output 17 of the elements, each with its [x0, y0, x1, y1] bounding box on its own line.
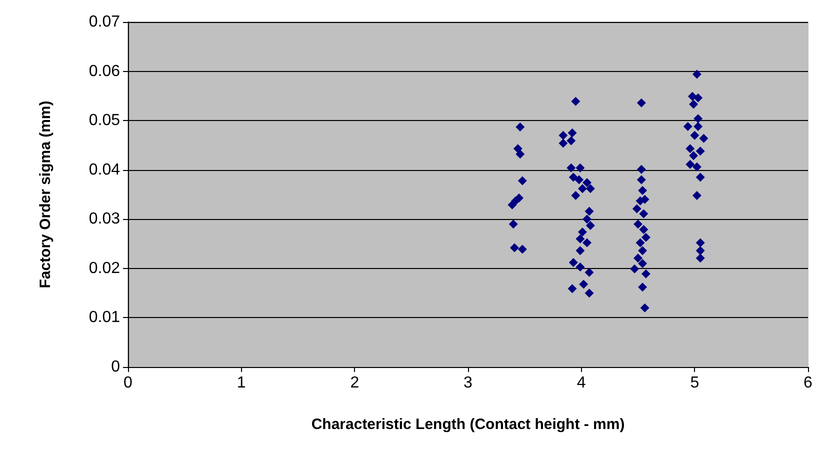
y-tick-label: 0.02	[88, 260, 120, 277]
y-tick-label: 0.04	[88, 161, 120, 178]
x-axis-title: Characteristic Length (Contact height - mm)	[311, 416, 625, 433]
x-tick-label: 6	[804, 374, 813, 392]
y-tick-label: 0.05	[88, 112, 120, 130]
y-tick-label: 0.06	[88, 62, 120, 80]
y-tick-label: 0.01	[88, 309, 120, 326]
x-tick-label: 0	[124, 374, 133, 392]
y-tick-label: 0.03	[88, 210, 120, 228]
x-tick-label: 5	[690, 374, 700, 392]
y-tick-label: 0.07	[88, 14, 120, 30]
y-tick-label: 0	[111, 358, 120, 376]
y-axis-title: Factory Order sigma (mm)	[37, 100, 54, 288]
x-tick-label: 1	[236, 374, 246, 392]
x-tick-label: 2	[350, 374, 360, 392]
x-tick-label: 3	[464, 374, 473, 392]
x-tick-label: 4	[576, 374, 586, 392]
